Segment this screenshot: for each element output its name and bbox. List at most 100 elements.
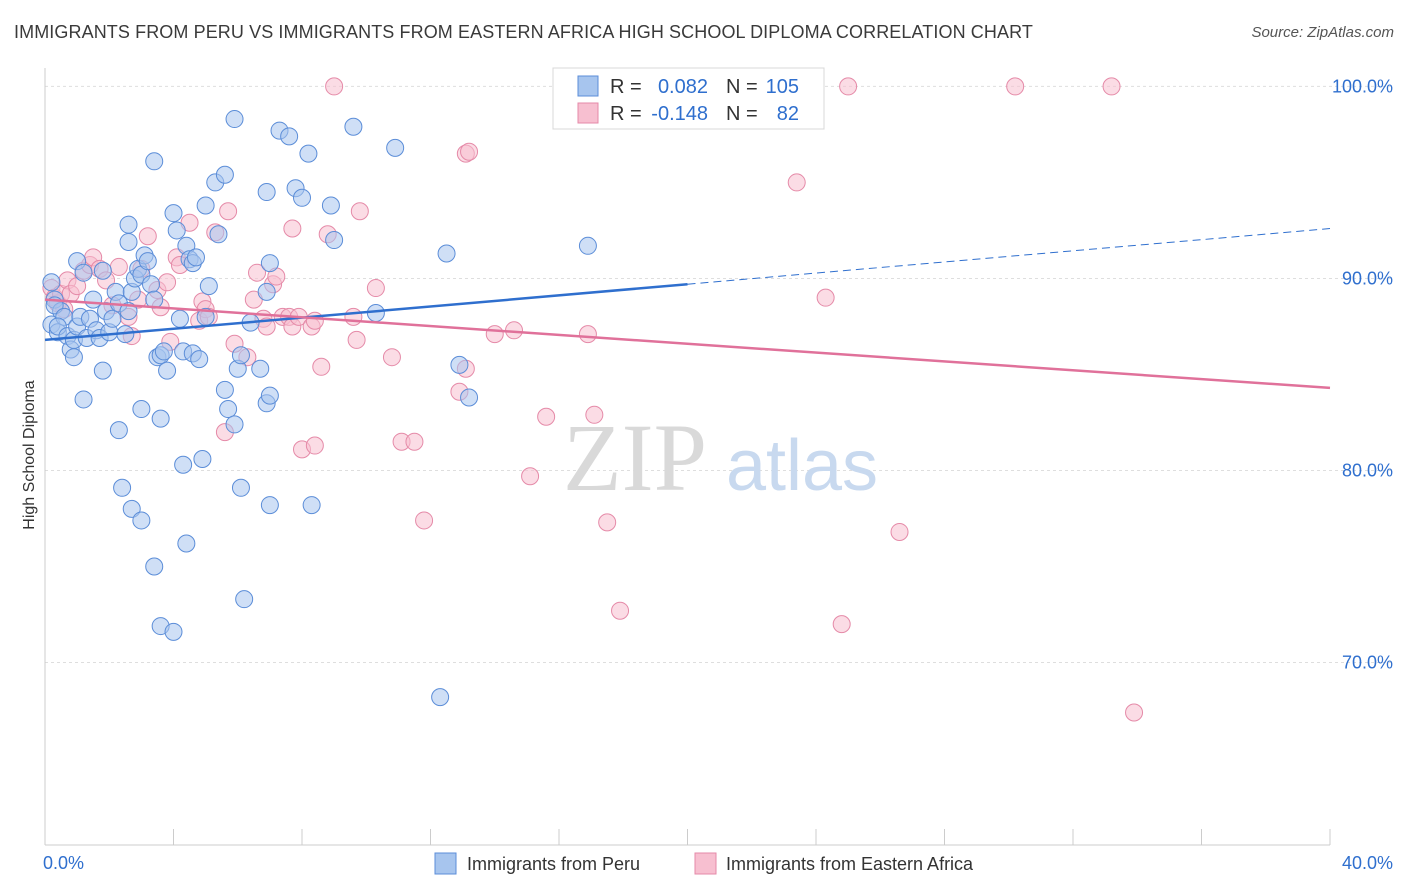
legend-label-africa: Immigrants from Eastern Africa xyxy=(726,854,974,874)
axes xyxy=(44,68,1331,846)
point-peru xyxy=(132,511,151,530)
point-peru xyxy=(225,415,244,434)
point-eastern-africa xyxy=(138,227,157,246)
point-peru xyxy=(103,309,122,328)
point-eastern-africa xyxy=(839,77,858,96)
point-peru xyxy=(93,361,112,380)
watermark-atlas: atlas xyxy=(726,426,878,506)
trend-lines xyxy=(44,228,1331,390)
legend-marker-africa xyxy=(694,852,717,875)
point-peru xyxy=(450,355,469,374)
point-peru xyxy=(164,204,183,223)
y-tick-label: 100.0% xyxy=(1332,76,1393,96)
point-peru xyxy=(260,496,279,515)
point-eastern-africa xyxy=(832,615,851,634)
point-eastern-africa xyxy=(787,173,806,192)
point-eastern-africa xyxy=(382,348,401,367)
source-label: Source: ZipAtlas.com xyxy=(1251,24,1394,41)
point-peru xyxy=(260,386,279,405)
legend-marker-peru xyxy=(434,852,457,875)
point-peru xyxy=(74,390,93,409)
point-peru xyxy=(251,359,270,378)
point-eastern-africa xyxy=(344,307,363,326)
stats-r-value-peru: 0.082 xyxy=(658,76,708,98)
point-peru xyxy=(215,165,234,184)
trend-line-eastern-africa xyxy=(44,298,1331,390)
stats-n-value-peru: 105 xyxy=(766,76,799,98)
chart-title: IMMIGRANTS FROM PERU VS IMMIGRANTS FROM … xyxy=(14,22,1033,42)
point-peru xyxy=(167,221,186,240)
point-eastern-africa xyxy=(1006,77,1025,96)
point-peru xyxy=(154,342,173,361)
point-eastern-africa xyxy=(890,522,909,541)
point-eastern-africa xyxy=(283,219,302,238)
point-eastern-africa xyxy=(578,325,597,344)
point-peru xyxy=(74,263,93,282)
point-peru xyxy=(199,277,218,296)
point-eastern-africa xyxy=(485,325,504,344)
point-peru xyxy=(145,557,164,576)
legend-swatch-africa xyxy=(577,102,599,124)
point-peru xyxy=(132,400,151,419)
series-eastern-africa xyxy=(42,77,1144,722)
point-peru xyxy=(260,254,279,273)
point-peru xyxy=(113,478,132,497)
series-legend: Immigrants from Peru Immigrants from Eas… xyxy=(434,852,974,875)
trend-line-peru xyxy=(44,282,688,342)
series-peru xyxy=(42,110,597,707)
legend-label-peru: Immigrants from Peru xyxy=(467,854,640,874)
point-peru xyxy=(209,225,228,244)
point-peru xyxy=(142,275,161,294)
point-peru xyxy=(219,400,238,419)
point-peru xyxy=(109,421,128,440)
point-peru xyxy=(460,388,479,407)
y-tick-label: 70.0% xyxy=(1342,653,1393,673)
point-peru xyxy=(196,196,215,215)
point-peru xyxy=(225,110,244,129)
point-peru xyxy=(164,622,183,641)
point-peru xyxy=(186,248,205,267)
y-axis-label: High School Diploma xyxy=(21,380,38,530)
stats-r-label-africa: R = xyxy=(610,103,642,125)
point-peru xyxy=(344,117,363,136)
point-peru xyxy=(293,188,311,207)
stats-n-label-peru: N = xyxy=(726,76,758,98)
point-peru xyxy=(177,534,196,553)
point-peru xyxy=(93,261,112,280)
point-eastern-africa xyxy=(537,407,556,426)
point-eastern-africa xyxy=(350,202,369,221)
point-peru xyxy=(437,244,456,263)
point-peru xyxy=(151,409,170,428)
stats-n-label-africa: N = xyxy=(726,103,758,125)
x-tick-label-min: 0.0% xyxy=(43,853,84,873)
point-eastern-africa xyxy=(611,601,630,620)
point-peru xyxy=(257,183,276,202)
point-peru xyxy=(119,215,138,234)
point-eastern-africa xyxy=(460,142,479,161)
y-tick-labels: 70.0% 80.0% 90.0% 100.0% xyxy=(1332,76,1393,672)
point-peru xyxy=(193,449,212,468)
point-peru xyxy=(170,309,189,328)
point-eastern-africa xyxy=(248,263,267,282)
point-peru xyxy=(321,196,340,215)
watermark: ZIP atlas xyxy=(563,404,878,511)
point-eastern-africa xyxy=(598,513,617,532)
point-peru xyxy=(174,455,193,474)
point-peru xyxy=(138,252,157,271)
point-eastern-africa xyxy=(312,357,331,376)
stats-r-label-peru: R = xyxy=(610,76,642,98)
point-peru xyxy=(431,688,450,707)
point-eastern-africa xyxy=(415,511,434,530)
point-peru xyxy=(231,478,250,497)
trend-line-peru-extension xyxy=(687,228,1331,285)
x-tick-label-max: 40.0% xyxy=(1342,853,1393,873)
stats-n-value-africa: 82 xyxy=(777,103,799,125)
point-peru xyxy=(578,236,597,255)
point-eastern-africa xyxy=(305,436,324,455)
point-peru xyxy=(215,380,234,399)
point-peru xyxy=(280,127,299,146)
point-eastern-africa xyxy=(158,273,177,292)
legend-swatch-peru xyxy=(577,75,599,97)
point-eastern-africa xyxy=(585,405,604,424)
